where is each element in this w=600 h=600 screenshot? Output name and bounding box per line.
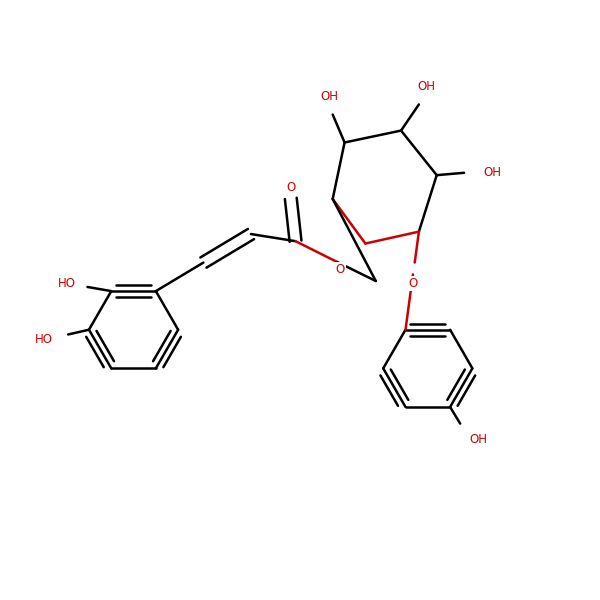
Text: O: O xyxy=(409,277,418,290)
Text: OH: OH xyxy=(417,80,435,93)
Text: HO: HO xyxy=(35,333,53,346)
Text: HO: HO xyxy=(58,277,76,290)
Text: OH: OH xyxy=(470,433,488,446)
Text: O: O xyxy=(335,263,345,276)
Text: O: O xyxy=(286,181,295,194)
Text: OH: OH xyxy=(321,90,339,103)
Text: OH: OH xyxy=(483,166,501,179)
